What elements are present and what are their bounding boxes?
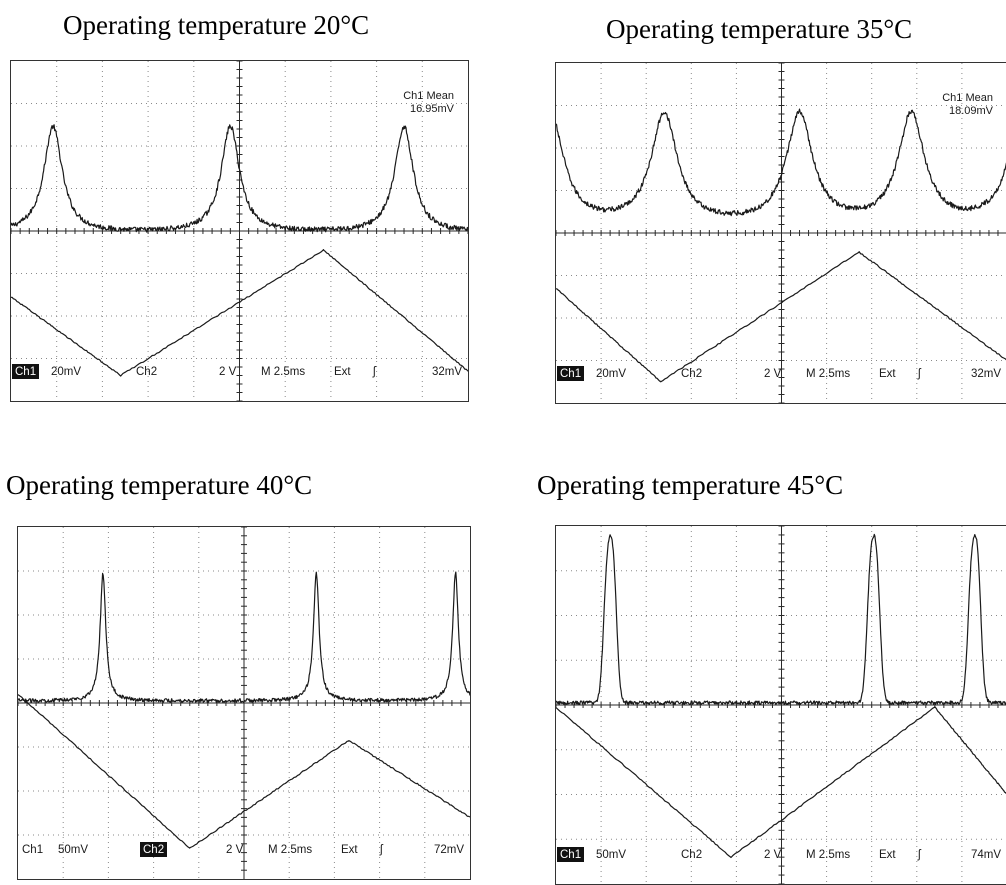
ch1-label-highlight bbox=[557, 366, 584, 381]
waveform-plot: Ch1 50mV Ch2 2 V M 2.5ms Ext ʃ 74mV bbox=[556, 526, 1006, 884]
ch2-scale: 2 V bbox=[219, 366, 237, 378]
status-bar: Ch1 50mV Ch2 2 V M 2.5ms Ext ʃ 74mV bbox=[557, 847, 1001, 862]
ch2-label: Ch2 bbox=[681, 368, 702, 380]
status-bar: Ch1 20mV Ch2 2 V M 2.5ms Ext ʃ 32mV bbox=[557, 366, 1001, 381]
ch2-label: Ch2 bbox=[681, 849, 702, 861]
ch1-trace bbox=[11, 124, 468, 233]
timebase-readout: M 2.5ms bbox=[261, 366, 305, 378]
timebase-readout: M 2.5ms bbox=[806, 368, 850, 380]
timebase-readout: M 2.5ms bbox=[806, 849, 850, 861]
ch1-label: Ch1 bbox=[560, 368, 581, 380]
ch1-scale: 20mV bbox=[596, 368, 626, 380]
ch1-trace bbox=[556, 533, 1006, 706]
trigger-source: Ext bbox=[334, 366, 351, 378]
center-axes bbox=[18, 527, 470, 879]
trigger-slope-icon: ʃ bbox=[917, 368, 922, 380]
readout-label: Ch1 Mean bbox=[403, 90, 454, 102]
trigger-slope-icon: ʃ bbox=[372, 366, 377, 378]
chart-title: Operating temperature 20°C bbox=[63, 10, 370, 40]
trigger-slope-icon: ʃ bbox=[379, 844, 384, 856]
oscilloscope-screen: Ch1 Mean 16.95mV Ch1 20mV Ch2 2 V M 2.5ms Ext ʃ 3… bbox=[10, 60, 469, 402]
ch1-trace bbox=[18, 571, 470, 703]
trigger-level: 72mV bbox=[434, 844, 464, 856]
readout-label: Ch1 Mean bbox=[942, 92, 993, 104]
ch2-scale: 2 V bbox=[226, 844, 244, 856]
ch1-label: Ch1 bbox=[22, 844, 43, 856]
trigger-slope-icon: ʃ bbox=[917, 849, 922, 861]
chart-title: Operating temperature 35°C bbox=[606, 14, 913, 44]
trigger-source: Ext bbox=[879, 368, 896, 380]
status-bar: Ch1 20mV Ch2 2 V M 2.5ms Ext ʃ 32mV bbox=[12, 364, 462, 379]
oscilloscope-screen: Ch1 Mean 18.09mV Ch1 20mV Ch2 2 V M 2.5ms Ext ʃ 3… bbox=[555, 62, 1006, 404]
trigger-level: 32mV bbox=[971, 368, 1001, 380]
timebase-readout: M 2.5ms bbox=[268, 844, 312, 856]
trigger-level: 32mV bbox=[432, 366, 462, 378]
center-axes bbox=[556, 526, 1006, 884]
ch2-trace bbox=[11, 249, 468, 377]
ch2-scale: 2 V bbox=[764, 849, 782, 861]
ch2-scale: 2 V bbox=[764, 368, 782, 380]
ch1-label: Ch1 bbox=[15, 366, 36, 378]
ch2-label: Ch2 bbox=[143, 844, 164, 856]
ch1-label: Ch1 bbox=[560, 849, 581, 861]
ch1-label-highlight bbox=[557, 847, 584, 862]
trigger-source: Ext bbox=[341, 844, 358, 856]
ch2-label: Ch2 bbox=[136, 366, 157, 378]
ch2-trace bbox=[556, 251, 1006, 383]
trigger-level: 74mV bbox=[971, 849, 1001, 861]
oscilloscope-screen: Ch1 50mV Ch2 2 V M 2.5ms Ext ʃ 72mV bbox=[17, 526, 471, 880]
ch1-scale: 20mV bbox=[51, 366, 81, 378]
ch1-scale: 50mV bbox=[58, 844, 88, 856]
oscilloscope-screen: Ch1 50mV Ch2 2 V M 2.5ms Ext ʃ 74mV bbox=[555, 525, 1006, 885]
ch2-trace bbox=[18, 694, 470, 849]
readout-value: 16.95mV bbox=[410, 103, 455, 115]
ch2-trace bbox=[556, 706, 1006, 859]
trigger-source: Ext bbox=[879, 849, 896, 861]
ch1-scale: 50mV bbox=[596, 849, 626, 861]
waveform-plot: Ch1 50mV Ch2 2 V M 2.5ms Ext ʃ 72mV bbox=[18, 527, 470, 879]
chart-title: Operating temperature 45°C bbox=[537, 470, 844, 500]
ch1-trace bbox=[556, 108, 1006, 217]
status-bar: Ch1 50mV Ch2 2 V M 2.5ms Ext ʃ 72mV bbox=[22, 842, 464, 857]
center-axes bbox=[556, 63, 1006, 403]
ch2-label-highlight bbox=[140, 842, 167, 857]
chart-title: Operating temperature 40°C bbox=[6, 470, 313, 500]
ch1-label-highlight bbox=[12, 364, 39, 379]
center-axes bbox=[11, 61, 468, 401]
readout-value: 18.09mV bbox=[949, 105, 994, 117]
